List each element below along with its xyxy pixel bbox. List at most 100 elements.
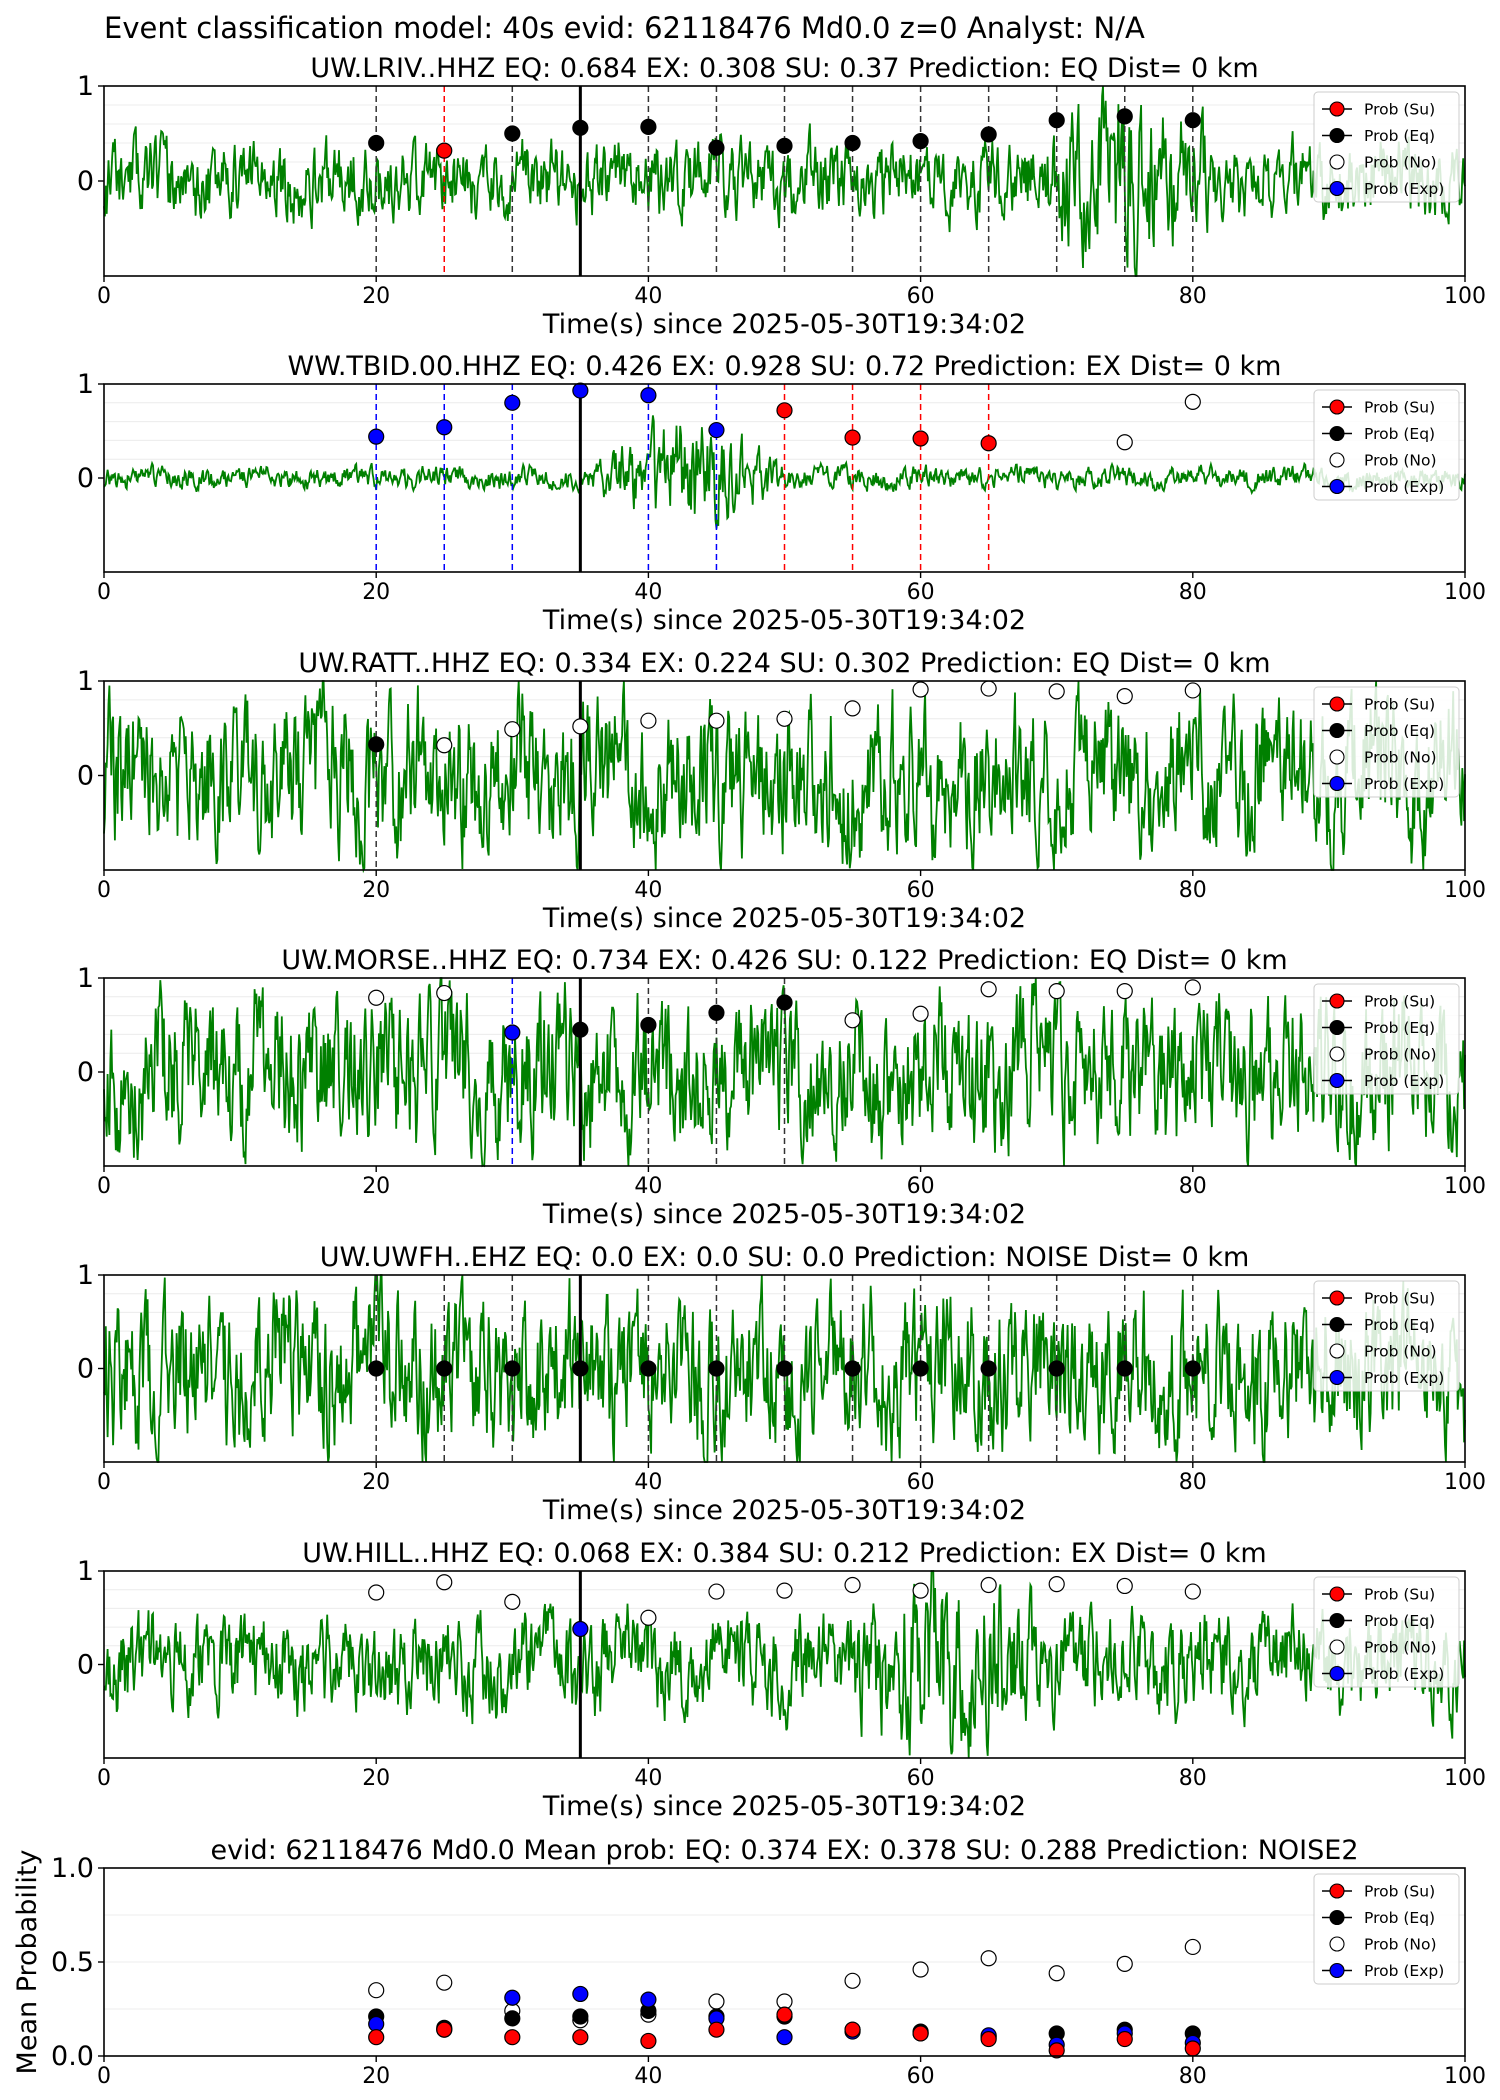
mean-prob-point-su — [708, 2021, 725, 2038]
prob-point-no — [572, 718, 589, 735]
prob-point-no — [912, 681, 929, 698]
figure-suptitle: Event classification model: 40s evid: 62… — [104, 11, 1145, 45]
x-tick-label: 100 — [1444, 1174, 1486, 1199]
x-tick-label: 80 — [1179, 878, 1207, 903]
prob-point-eq — [912, 1360, 929, 1377]
legend: Prob (Su) Prob (Eq) Prob (No) Prob (Exp) — [1313, 686, 1460, 798]
prob-point-no — [436, 1574, 453, 1591]
legend-label: Prob (No) — [1364, 1936, 1437, 1954]
mean-prob-point-exp — [572, 1985, 589, 2003]
y-tick-label: 1 — [77, 963, 94, 994]
legend-marker — [1329, 1936, 1345, 1952]
legend: Prob (Su) Prob (Eq) Prob (No) Prob (Exp) — [1313, 389, 1460, 501]
x-tick-label: 0 — [97, 580, 111, 605]
x-tick-label: 0 — [97, 1766, 111, 1791]
subplot-1: UW.LRIV..HHZ EQ: 0.684 EX: 0.308 SU: 0.3… — [77, 53, 1486, 340]
prob-point-eq — [776, 137, 793, 154]
waveform-trace — [103, 85, 1466, 277]
legend-label: Prob (Exp) — [1364, 478, 1444, 496]
x-tick-label: 0 — [97, 1174, 111, 1199]
mean-prob-point-su — [436, 2021, 453, 2038]
legend-box — [1313, 389, 1460, 501]
legend-label: Prob (No) — [1364, 1343, 1437, 1361]
y-tick-label: 0.5 — [51, 1947, 94, 1978]
legend-marker — [1329, 101, 1345, 117]
mean-prob-point-su — [572, 2029, 589, 2046]
prob-point-eq — [572, 119, 589, 136]
prob-point-eq — [640, 1360, 657, 1377]
mean-prob-point-su — [1184, 2040, 1201, 2057]
prob-point-no — [776, 710, 793, 727]
x-tick-label: 20 — [362, 1766, 390, 1791]
prob-point-eq — [640, 1016, 657, 1034]
mean-prob-point-su — [980, 2030, 997, 2048]
prob-point-eq — [1184, 1360, 1201, 1377]
mean-prob-point-no — [368, 1982, 385, 1999]
x-tick-label: 60 — [907, 580, 935, 605]
prob-point-no — [1116, 983, 1133, 1000]
panels: UW.LRIV..HHZ EQ: 0.684 EX: 0.308 SU: 0.3… — [12, 53, 1486, 2089]
legend-marker — [1329, 1316, 1345, 1333]
prob-point-eq — [708, 1004, 725, 1021]
x-tick-label: 100 — [1444, 1470, 1486, 1495]
subplot-5: UW.UWFH..EHZ EQ: 0.0 EX: 0.0 SU: 0.0 Pre… — [77, 1242, 1486, 1526]
x-tick-label: 0 — [97, 2064, 111, 2089]
legend-label: Prob (Exp) — [1364, 180, 1444, 198]
x-tick-label: 80 — [1179, 580, 1207, 605]
legend-box — [1313, 1280, 1460, 1392]
y-tick-label: 0 — [77, 166, 94, 197]
legend: Prob (Su) Prob (Eq) Prob (No) Prob (Exp) — [1313, 1576, 1460, 1688]
prob-point-eq — [708, 139, 725, 156]
prob-point-eq — [776, 1360, 793, 1377]
x-tick-label: 0 — [97, 1470, 111, 1495]
legend-label: Prob (Su) — [1364, 1290, 1435, 1308]
mean-prob-point-no — [1184, 1938, 1201, 1956]
y-tick-label: 1 — [77, 1556, 94, 1587]
x-tick-label: 40 — [634, 284, 662, 309]
mean-prob-point-no — [980, 1950, 997, 1967]
legend-label: Prob (Su) — [1364, 993, 1435, 1011]
x-tick-label: 20 — [362, 878, 390, 903]
y-tick-label: 1 — [77, 1260, 94, 1291]
prob-point-no — [1116, 688, 1133, 705]
prob-point-no — [640, 1609, 657, 1626]
subplot-3: UW.RATT..HHZ EQ: 0.334 EX: 0.224 SU: 0.3… — [77, 648, 1486, 934]
y-axis-label: Mean Probability — [12, 1850, 43, 2075]
legend-label: Prob (No) — [1364, 1639, 1437, 1657]
legend-label: Prob (Eq) — [1364, 1909, 1435, 1927]
mean-prob-point-eq — [572, 2008, 589, 2025]
prob-point-eq — [368, 134, 385, 152]
prob-point-no — [912, 1005, 929, 1022]
prob-point-eq — [572, 1360, 589, 1377]
x-tick-label: 80 — [1179, 1470, 1207, 1495]
mean-prob-point-su — [368, 2029, 385, 2046]
x-tick-label: 40 — [634, 580, 662, 605]
prob-point-su — [980, 435, 997, 452]
prob-point-no — [708, 1583, 725, 1600]
y-tick-label: 1.0 — [51, 1853, 94, 1884]
prob-point-no — [776, 1582, 793, 1599]
legend-marker — [1329, 1962, 1345, 1979]
prob-point-no — [1048, 1575, 1065, 1593]
legend-label: Prob (Eq) — [1364, 127, 1435, 145]
legend-label: Prob (No) — [1364, 452, 1437, 470]
y-tick-label: 0 — [77, 761, 94, 792]
prob-point-eq — [504, 125, 521, 142]
prob-point-su — [844, 429, 861, 446]
prob-point-no — [1184, 1583, 1201, 1600]
x-tick-label: 60 — [907, 1174, 935, 1199]
prob-point-eq — [844, 1360, 861, 1377]
y-tick-label: 0 — [77, 1650, 94, 1681]
x-axis-label: Time(s) since 2025-05-30T19:34:02 — [542, 309, 1026, 340]
x-tick-label: 20 — [362, 580, 390, 605]
prob-point-no — [1048, 683, 1065, 700]
y-tick-label: 0 — [77, 463, 94, 494]
x-tick-label: 100 — [1444, 2064, 1486, 2089]
waveform-trace — [103, 680, 1466, 874]
legend-marker — [1329, 180, 1345, 197]
prob-point-eq — [1048, 112, 1065, 129]
subplot-title: UW.UWFH..EHZ EQ: 0.0 EX: 0.0 SU: 0.0 Pre… — [320, 1242, 1250, 1273]
legend-marker — [1329, 478, 1345, 495]
legend-marker — [1329, 749, 1345, 765]
legend-label: Prob (Exp) — [1364, 1962, 1444, 1980]
